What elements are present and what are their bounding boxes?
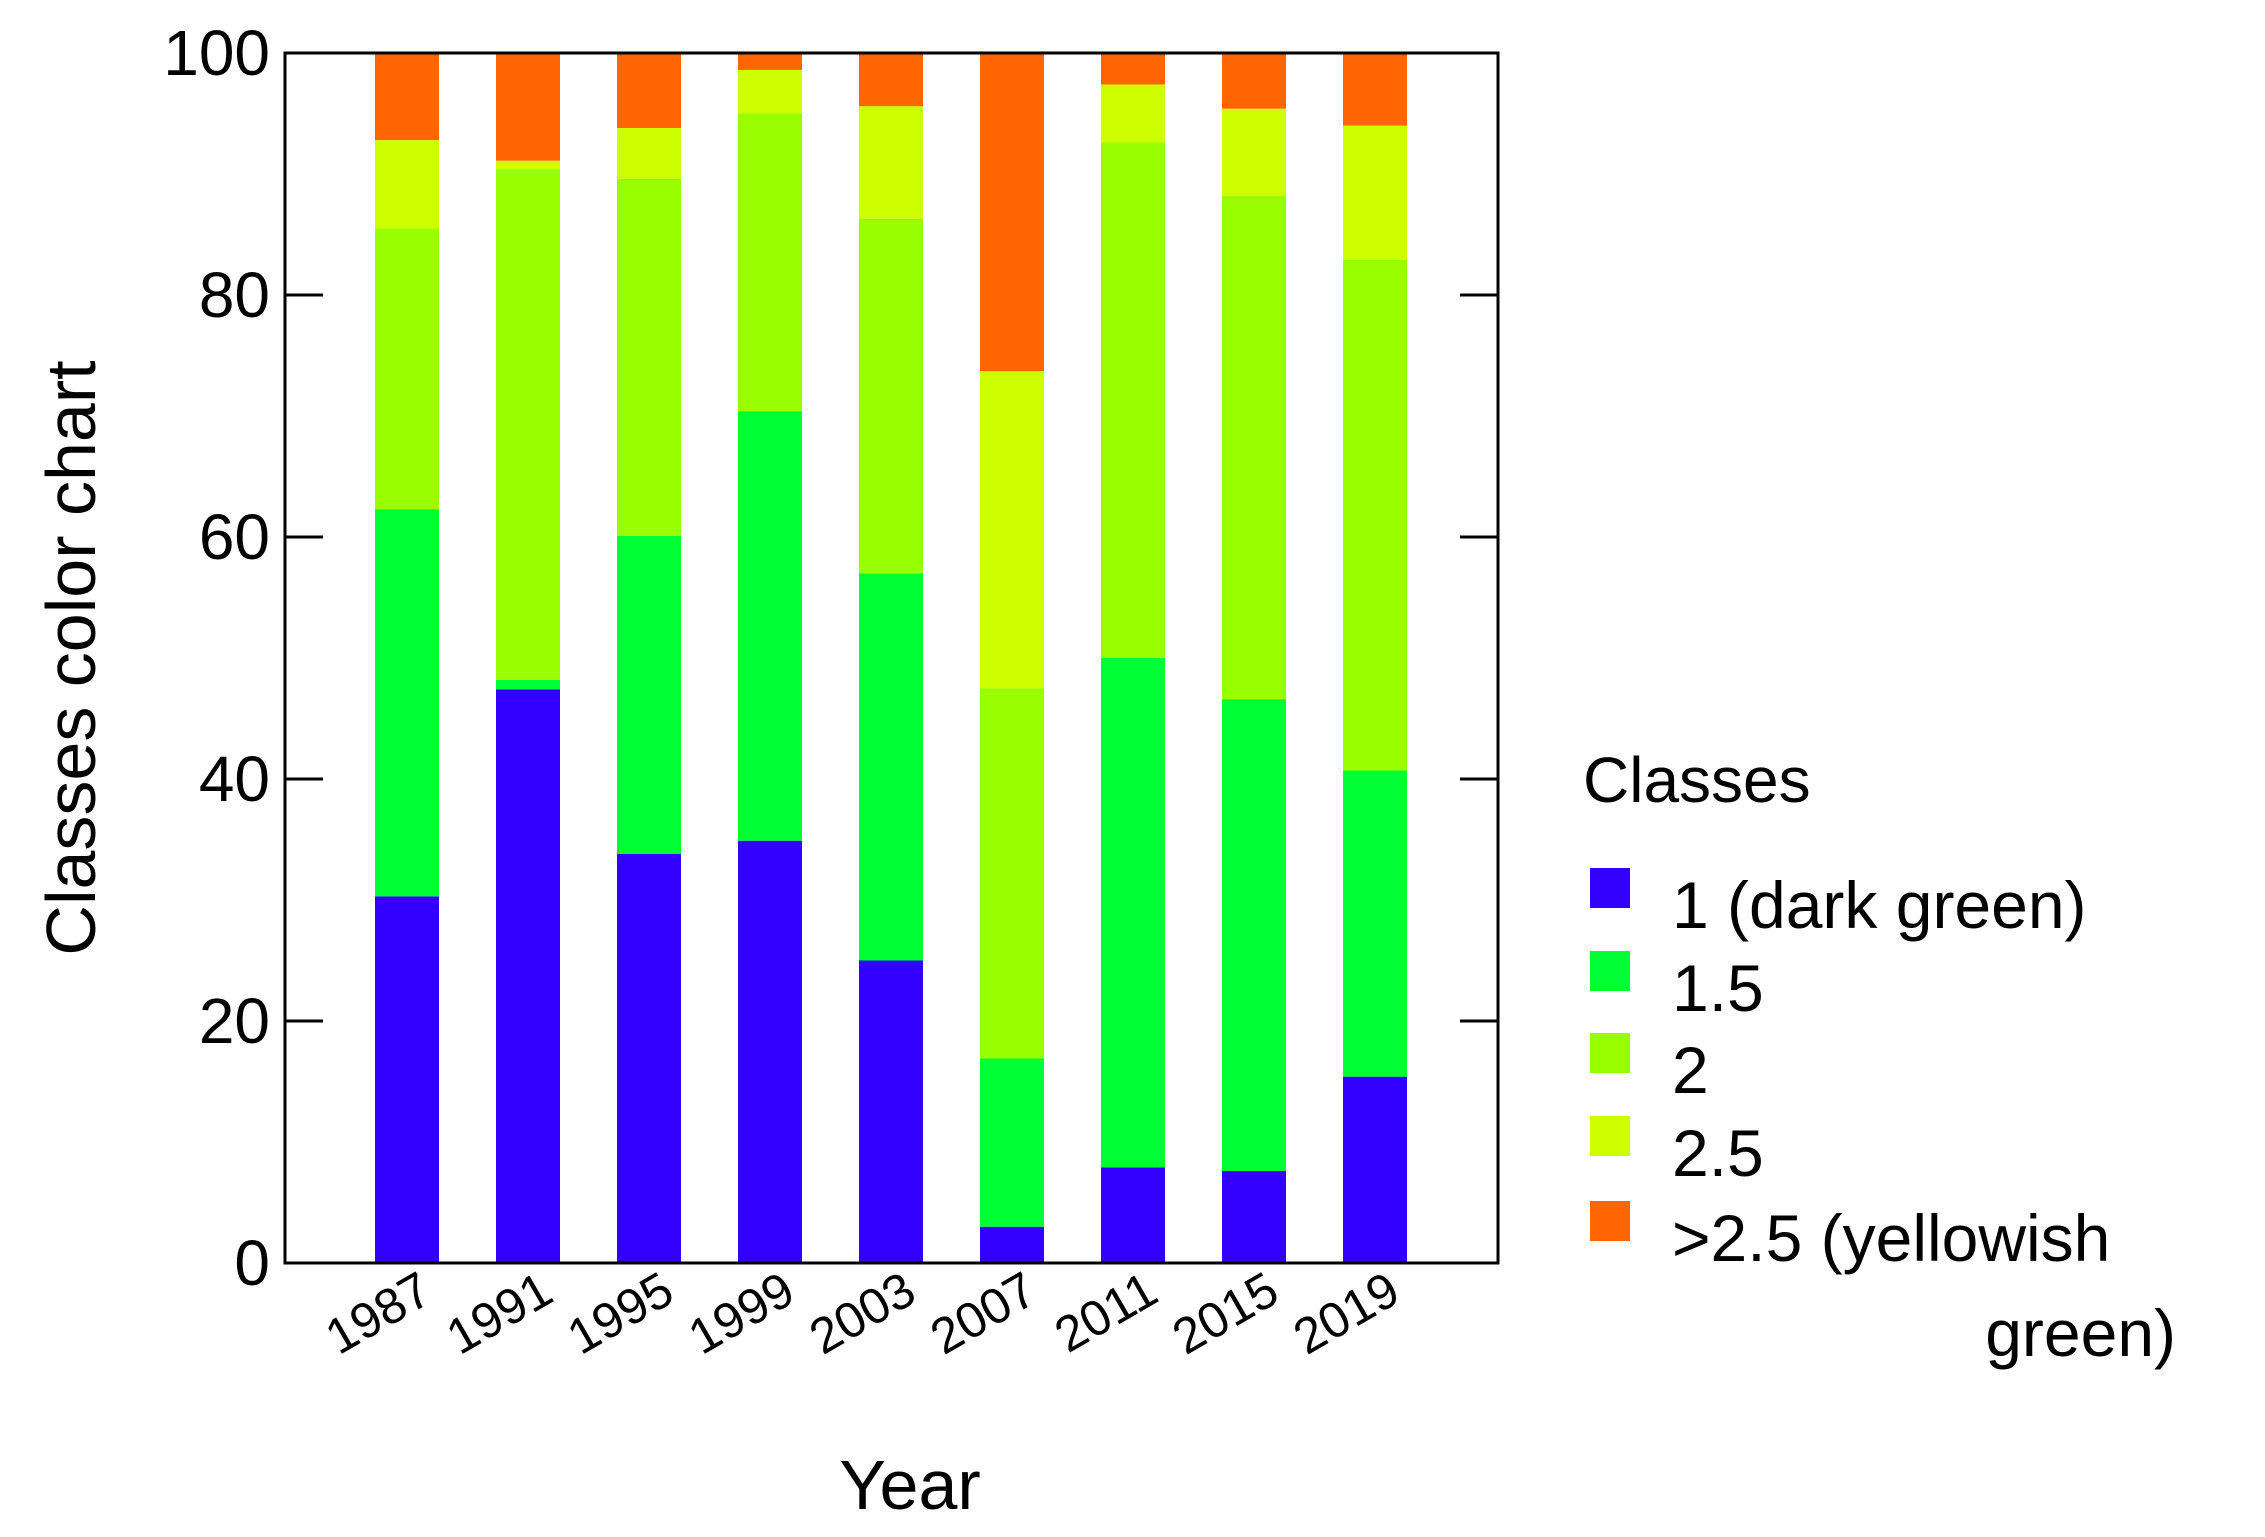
bar-segment-1987-series-5 (375, 53, 439, 141)
bar-segment-2007-series-4 (980, 371, 1044, 689)
bar-segment-2015-series-4 (1222, 108, 1286, 196)
bar-segment-1987-series-2 (375, 509, 439, 897)
x-tick-label: 2019 (1284, 1261, 1408, 1365)
legend-label: 1 (dark green) (1672, 868, 2087, 942)
legend-swatch (1590, 1033, 1630, 1073)
y-ticks: 0 20 40 60 80 100 (163, 17, 1498, 1299)
bar-segment-2011-series-2 (1101, 658, 1165, 1168)
legend-label: green) (1985, 1296, 2176, 1370)
legend-label: 2 (1672, 1033, 1709, 1107)
y-tick-label: 80 (199, 259, 270, 331)
y-tick-label: 40 (199, 743, 270, 815)
bar-segment-2011-series-1 (1101, 1167, 1165, 1263)
bar-segment-1991-series-4 (496, 160, 560, 170)
bar-segment-2019-series-2 (1343, 770, 1407, 1077)
bar-segment-2019-series-3 (1343, 259, 1407, 771)
y-tick-label: 0 (234, 1227, 270, 1299)
bar-segment-2015-series-1 (1222, 1171, 1286, 1263)
x-tick-label: 1987 (316, 1261, 440, 1365)
bar-segment-2003-series-3 (859, 218, 923, 574)
y-tick-label: 20 (199, 985, 270, 1057)
bar-segment-1999-series-3 (738, 113, 802, 412)
bar-segment-2007-series-3 (980, 688, 1044, 1059)
bar-segment-2019-series-5 (1343, 53, 1407, 126)
x-tick-label: 2003 (800, 1261, 924, 1365)
bar-segment-1991-series-2 (496, 679, 560, 690)
bar-segment-1999-series-5 (738, 53, 802, 70)
legend-label: >2.5 (yellowish (1672, 1201, 2110, 1275)
bar-segment-2015-series-5 (1222, 53, 1286, 109)
bar-segment-2019-series-1 (1343, 1076, 1407, 1263)
bar-segment-1999-series-4 (738, 69, 802, 114)
legend-swatch (1590, 868, 1630, 908)
bar-segment-1995-series-5 (617, 53, 681, 129)
x-tick-label: 2011 (1045, 1261, 1166, 1363)
y-axis-title: Classes color chart (32, 360, 110, 955)
x-tick-label: 1995 (558, 1261, 682, 1365)
y-tick-label: 60 (199, 501, 270, 573)
bar-segment-1987-series-3 (375, 228, 439, 510)
legend-label: 1.5 (1672, 951, 1764, 1025)
legend-swatch (1590, 1116, 1630, 1156)
bar-segment-1991-series-5 (496, 53, 560, 161)
legend-swatch (1590, 951, 1630, 991)
bar-segment-2003-series-1 (859, 960, 923, 1263)
bar-segment-1995-series-4 (617, 128, 681, 179)
x-tick-label: 2015 (1163, 1261, 1287, 1365)
bar-segment-2003-series-5 (859, 53, 923, 107)
bar-segment-1995-series-1 (617, 854, 681, 1263)
legend: Classes 1 (dark green) 1.5 2 2.5 >2.5 (yello… (1583, 744, 2176, 1370)
bar-segment-2019-series-4 (1343, 125, 1407, 260)
x-axis-title: Year (839, 1446, 980, 1524)
bar-segment-2007-series-1 (980, 1226, 1044, 1263)
x-tick-label: 1991 (437, 1261, 561, 1365)
bar-segment-1991-series-3 (496, 169, 560, 680)
bar-segment-1995-series-2 (617, 535, 681, 855)
bar-segment-2011-series-5 (1101, 53, 1165, 85)
x-tick-label: 2007 (921, 1261, 1045, 1365)
bars-layer (375, 53, 1407, 1263)
bar-segment-1995-series-3 (617, 178, 681, 536)
bar-segment-1999-series-2 (738, 411, 802, 841)
bar-segment-2003-series-4 (859, 106, 923, 219)
legend-swatch (1590, 1201, 1630, 1241)
bar-segment-2003-series-2 (859, 573, 923, 961)
legend-title: Classes (1583, 744, 1811, 816)
bar-segment-1999-series-1 (738, 840, 802, 1263)
bar-segment-2015-series-3 (1222, 195, 1286, 700)
bar-segment-1987-series-1 (375, 896, 439, 1263)
bar-segment-1991-series-1 (496, 689, 560, 1263)
bar-segment-1987-series-4 (375, 140, 439, 229)
plot-frame (283, 51, 1500, 1265)
y-tick-label: 100 (163, 17, 270, 89)
bar-segment-2011-series-3 (1101, 142, 1165, 659)
legend-label: 2.5 (1672, 1116, 1764, 1190)
x-tick-label: 1999 (679, 1261, 803, 1365)
bar-segment-2007-series-5 (980, 53, 1044, 372)
bar-segment-2011-series-4 (1101, 84, 1165, 143)
bar-segment-2007-series-2 (980, 1058, 1044, 1227)
bar-segment-2015-series-2 (1222, 699, 1286, 1172)
